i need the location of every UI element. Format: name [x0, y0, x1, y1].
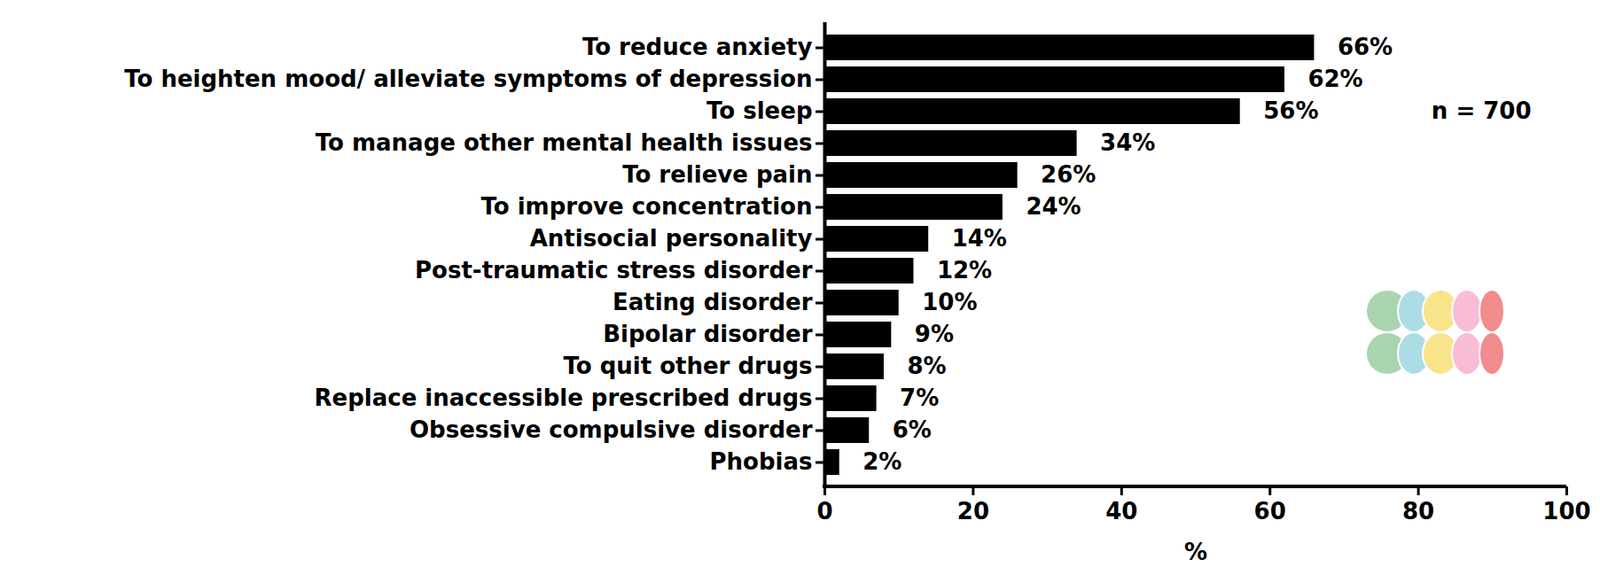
svg-text:8%: 8% — [906, 352, 946, 380]
svg-text:6%: 6% — [892, 416, 932, 444]
svg-text:To relieve pain: To relieve pain — [622, 161, 812, 188]
svg-text:To reduce anxiety: To reduce anxiety — [582, 33, 813, 61]
svg-text:2%: 2% — [862, 448, 902, 476]
svg-text:80: 80 — [1402, 498, 1435, 525]
svg-text:n = 700: n = 700 — [1431, 97, 1532, 125]
svg-text:40: 40 — [1105, 498, 1138, 525]
svg-text:Obsessive compulsive disorder: Obsessive compulsive disorder — [409, 416, 813, 444]
svg-text:Antisocial personality: Antisocial personality — [530, 225, 813, 252]
svg-text:%: % — [1184, 538, 1208, 566]
svg-text:62%: 62% — [1307, 65, 1363, 93]
svg-text:34%: 34% — [1100, 129, 1156, 157]
svg-text:To manage other mental health: To manage other mental health issues — [315, 129, 813, 157]
svg-text:Eating disorder: Eating disorder — [612, 288, 813, 316]
svg-text:Post-traumatic stress disorder: Post-traumatic stress disorder — [414, 257, 813, 284]
svg-text:7%: 7% — [899, 384, 939, 412]
svg-text:Phobias: Phobias — [710, 448, 813, 476]
svg-text:100: 100 — [1542, 498, 1591, 525]
svg-text:To sleep: To sleep — [706, 97, 812, 125]
svg-text:Replace inaccessible prescribe: Replace inaccessible prescribed drugs — [314, 384, 813, 412]
svg-text:60: 60 — [1254, 498, 1287, 525]
svg-text:20: 20 — [957, 498, 990, 525]
svg-text:26%: 26% — [1040, 161, 1096, 188]
svg-text:24%: 24% — [1025, 193, 1081, 220]
svg-text:9%: 9% — [914, 320, 954, 348]
svg-text:To quit other drugs: To quit other drugs — [562, 352, 812, 380]
svg-text:To improve concentration: To improve concentration — [481, 193, 813, 220]
svg-text:14%: 14% — [952, 225, 1007, 252]
svg-text:10%: 10% — [921, 288, 977, 316]
svg-text:66%: 66% — [1337, 33, 1393, 61]
svg-text:Bipolar disorder: Bipolar disorder — [602, 320, 812, 348]
svg-text:0: 0 — [816, 498, 833, 525]
svg-text:To heighten mood/ alleviate sy: To heighten mood/ alleviate symptoms of … — [124, 65, 812, 93]
svg-text:12%: 12% — [936, 257, 992, 284]
svg-text:56%: 56% — [1263, 97, 1319, 125]
